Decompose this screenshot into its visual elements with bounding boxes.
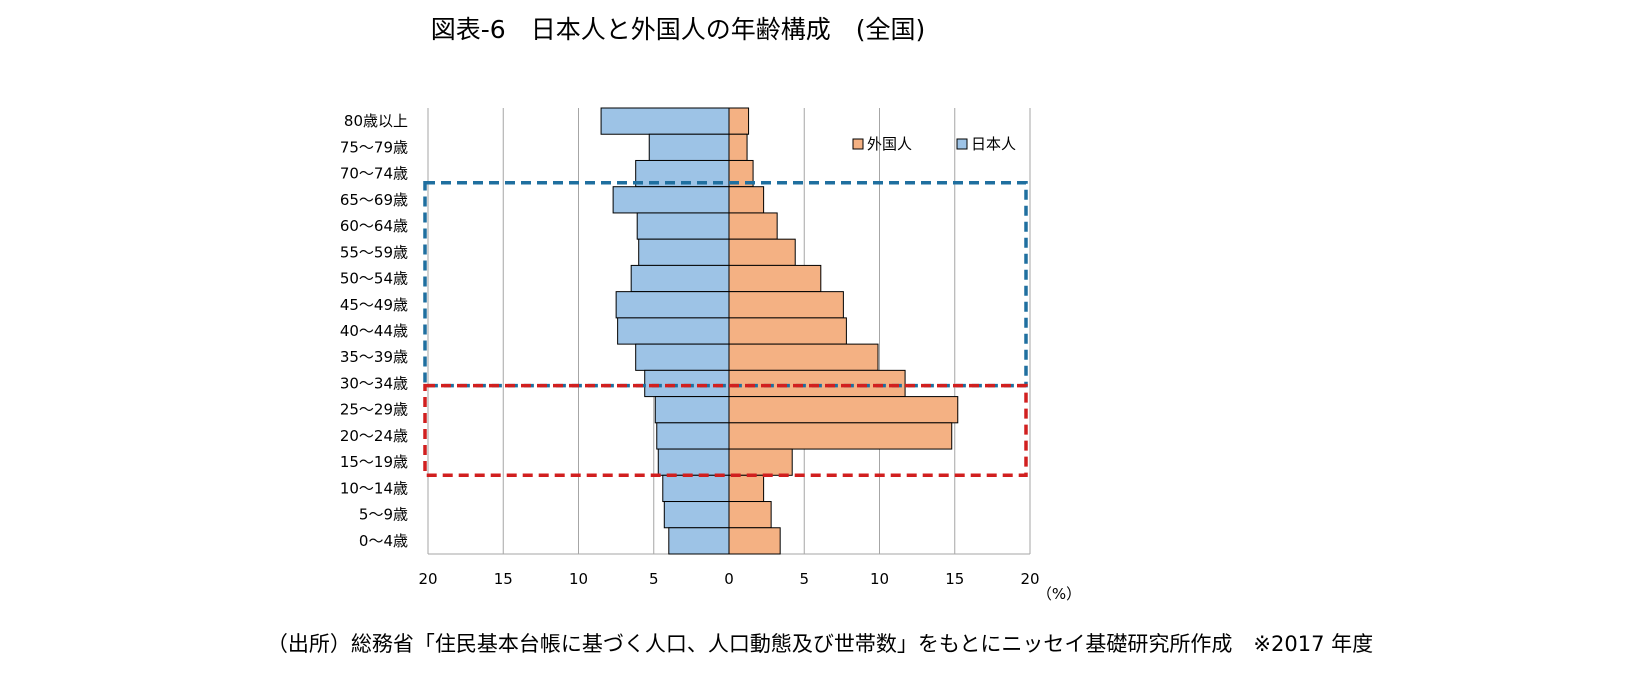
foreign-bar (728, 133, 748, 161)
category-label: 0～4歳 (359, 532, 408, 550)
category-label: 60～64歳 (340, 217, 408, 235)
x-tick-label: 5 (799, 570, 809, 588)
category-label: 5～9歳 (359, 506, 408, 524)
category-label: 50～54歳 (340, 270, 408, 288)
x-tick-label: 10 (569, 570, 588, 588)
category-label: 30～34歳 (340, 374, 408, 392)
japanese-bar (654, 396, 730, 424)
chart-title: 図表-6 日本人と外国人の年齢構成 (全国) (431, 15, 925, 44)
foreign-bar (728, 107, 750, 135)
japanese-bar (630, 264, 730, 293)
x-tick-label: 20 (418, 570, 437, 588)
foreign-bar (728, 422, 953, 450)
x-tick-labels: 20 15 10 5 0 5 10 15 20 (418, 570, 1039, 588)
source-note: （出所）総務省「住民基本台帳に基づく人口、人口動態及び世帯数」をもとにニッセイ基… (267, 632, 1373, 656)
category-label: 80歳以上 (344, 112, 408, 130)
foreign-bar (728, 474, 765, 503)
japanese-bar (617, 317, 730, 345)
japanese-bar (648, 133, 730, 161)
japanese-bar (600, 107, 730, 135)
foreign-bar (728, 343, 879, 371)
foreign-bar (728, 238, 796, 266)
bars (600, 107, 959, 555)
japanese-bar (656, 422, 730, 450)
highlight-boxes (423, 180, 1028, 478)
foreign-bar (728, 212, 778, 240)
legend: 外国人 日本人 (852, 135, 1016, 153)
category-label: 75～79歳 (340, 138, 408, 156)
x-unit-label: （%） (1037, 585, 1081, 603)
highlight-box-blue (423, 180, 1028, 388)
foreign-bar (728, 291, 844, 319)
foreign-bar (728, 186, 765, 214)
japanese-bar (662, 474, 730, 503)
category-label: 45～49歳 (340, 296, 408, 314)
category-labels: 80歳以上 75～79歳 70～74歳 65～69歳 60～64歳 55～59歳 50～54… (340, 112, 408, 550)
x-tick-label: 20 (1020, 570, 1039, 588)
x-tick-label: 5 (649, 570, 659, 588)
foreign-bar (728, 396, 959, 424)
category-label: 25～29歳 (340, 401, 408, 419)
foreign-bar (728, 448, 793, 476)
japanese-bar (663, 501, 730, 529)
japanese-bar (657, 448, 730, 476)
x-tick-label: 0 (724, 570, 734, 588)
x-tick-label: 10 (870, 570, 889, 588)
x-tick-label: 15 (494, 570, 513, 588)
foreign-bar (728, 369, 906, 398)
highlight-box-red (423, 383, 1028, 478)
category-label: 65～69歳 (340, 191, 408, 209)
legend-swatch-japanese (956, 138, 968, 150)
legend-swatch-foreign (852, 138, 864, 150)
foreign-bar (728, 501, 772, 529)
foreign-bar (728, 527, 781, 555)
japanese-bar (635, 343, 730, 371)
japanese-bar (636, 212, 730, 240)
category-label: 15～19歳 (340, 453, 408, 471)
category-label: 35～39歳 (340, 348, 408, 366)
category-label: 20～24歳 (340, 427, 408, 445)
foreign-bar (728, 264, 822, 293)
japanese-bar (612, 186, 730, 214)
category-label: 40～44歳 (340, 322, 408, 340)
foreign-bar (728, 317, 847, 345)
japanese-bar (644, 369, 730, 398)
x-tick-label: 15 (945, 570, 964, 588)
category-label: 55～59歳 (340, 243, 408, 261)
legend-label-foreign: 外国人 (867, 135, 912, 153)
category-label: 70～74歳 (340, 165, 408, 183)
legend-label-japanese: 日本人 (971, 135, 1016, 153)
category-label: 10～14歳 (340, 479, 408, 497)
japanese-bar (668, 527, 730, 555)
japanese-bar (638, 238, 730, 266)
japanese-bar (615, 291, 730, 319)
